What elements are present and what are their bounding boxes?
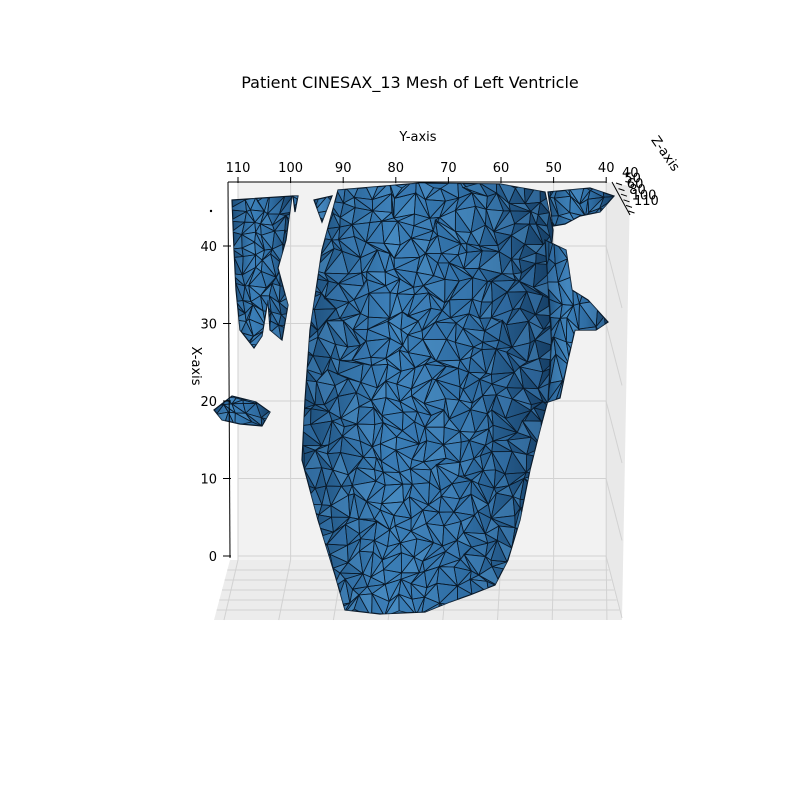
ventricle-body (301, 182, 554, 615)
z-tick-mark (620, 193, 628, 197)
y-tick-label: 70 (440, 161, 457, 176)
side-grid-line (605, 245, 623, 309)
x-tick-label: 30 (200, 318, 217, 333)
z-tick-label: 50 (624, 172, 641, 187)
y-tick-label: 60 (493, 161, 510, 176)
y-tick-label: 50 (545, 161, 562, 176)
y-tick-label: 110 (226, 161, 251, 176)
z-tick-label: 110 (634, 194, 659, 209)
x-tick-label: 20 (200, 395, 217, 410)
y-tick-label: 100 (278, 161, 303, 176)
y-axis-label: Y-axis (398, 130, 436, 145)
z-axis-line (611, 181, 631, 216)
right-pane (606, 182, 630, 620)
z-tick-mark (628, 210, 635, 214)
z-tick-label: 100 (632, 188, 657, 203)
side-grid-line (605, 400, 623, 464)
ventricle-mesh (213, 182, 616, 615)
z-tick-label: 60 (627, 177, 644, 192)
side-grid-line (605, 478, 623, 541)
x-axis-ticks: 0 10 20 30 40 (200, 209, 231, 565)
y-tick-label: 90 (335, 161, 352, 176)
x-tick-label: 0 (209, 550, 217, 565)
chart-title: Patient CINESAX_13 Mesh of Left Ventricl… (241, 73, 579, 93)
z-tick-mark (618, 188, 625, 192)
z-tick-label: 40 (622, 166, 639, 181)
y-axis-ticks: 110 100 90 80 70 60 50 40 (226, 161, 615, 183)
y-tick-label: 40 (598, 161, 615, 176)
side-grid-line (605, 555, 623, 619)
side-grid-line (605, 323, 623, 386)
z-axis-label: Z-axis (647, 134, 682, 175)
x-tick-label: 10 (200, 473, 217, 488)
axis-dot (209, 209, 213, 213)
x-tick-label: 40 (200, 240, 217, 255)
z-tick-mark (625, 204, 633, 208)
z-tick-mark (615, 182, 623, 186)
left-axis-line (227, 181, 231, 559)
z-tick-mark (623, 199, 630, 203)
y-tick-label: 80 (388, 161, 405, 176)
x-axis-label: X-axis (188, 347, 203, 386)
z-tick-label: 80 (629, 183, 646, 198)
